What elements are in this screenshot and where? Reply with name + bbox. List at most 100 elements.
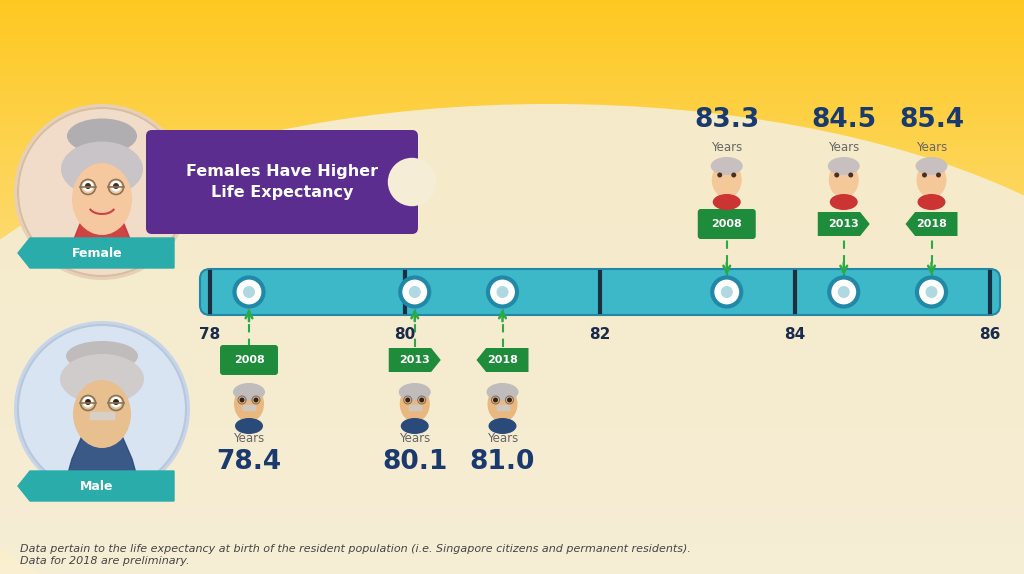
Bar (0, 452, 1024, 456)
Bar (0, 369, 1024, 373)
Text: Years: Years (711, 141, 742, 153)
Bar (0, 62, 1024, 66)
Bar (0, 88, 1024, 92)
Bar (0, 114, 1024, 118)
Bar (0, 297, 1024, 301)
Ellipse shape (60, 354, 144, 404)
Bar (0, 349, 1024, 353)
Bar (0, 266, 1024, 270)
Bar (0, 435, 1024, 439)
Bar (0, 570, 1024, 574)
Bar (0, 504, 1024, 508)
Circle shape (835, 173, 840, 177)
Text: Data pertain to the life expectancy at birth of the resident population (i.e. Si: Data pertain to the life expectancy at b… (20, 544, 691, 566)
Text: 84.5: 84.5 (811, 107, 877, 133)
Bar (0, 260, 1024, 264)
Ellipse shape (487, 386, 517, 422)
Bar (0, 226, 1024, 230)
Ellipse shape (713, 194, 740, 210)
Bar (0, 280, 1024, 284)
Circle shape (14, 321, 190, 497)
Circle shape (922, 173, 927, 177)
Bar (0, 300, 1024, 304)
Bar (0, 472, 1024, 476)
Circle shape (111, 180, 122, 192)
Circle shape (497, 286, 509, 298)
Bar (0, 515, 1024, 519)
Bar (0, 559, 1024, 563)
Bar (0, 421, 1024, 425)
Bar (0, 530, 1024, 534)
Bar (0, 197, 1024, 201)
Bar (0, 510, 1024, 514)
Polygon shape (818, 212, 869, 236)
Bar (0, 214, 1024, 218)
Circle shape (848, 173, 853, 177)
Ellipse shape (918, 194, 945, 210)
Text: 85.4: 85.4 (899, 107, 964, 133)
Circle shape (17, 107, 187, 277)
Bar (0, 395, 1024, 399)
Circle shape (240, 398, 245, 402)
Bar (0, 383, 1024, 387)
Bar (0, 478, 1024, 482)
Bar (0, 91, 1024, 95)
Bar (0, 561, 1024, 565)
Circle shape (717, 173, 722, 177)
Bar (0, 372, 1024, 376)
Bar (0, 567, 1024, 571)
Bar (0, 289, 1024, 293)
Bar (0, 286, 1024, 290)
Bar (0, 56, 1024, 60)
Bar (0, 145, 1024, 149)
Ellipse shape (829, 194, 858, 210)
Bar (0, 94, 1024, 98)
Bar (0, 111, 1024, 115)
Ellipse shape (66, 341, 138, 371)
Text: Females Have Higher
Life Expectancy: Females Have Higher Life Expectancy (186, 164, 378, 200)
Bar (0, 487, 1024, 491)
Text: Years: Years (399, 432, 430, 444)
Bar (0, 168, 1024, 172)
Circle shape (406, 398, 411, 402)
Bar (0, 194, 1024, 198)
Bar (0, 458, 1024, 462)
Bar (0, 444, 1024, 448)
Circle shape (18, 108, 186, 276)
Bar (0, 137, 1024, 141)
Text: 86: 86 (979, 327, 1000, 342)
Bar (0, 363, 1024, 367)
Bar (0, 51, 1024, 55)
Bar (0, 240, 1024, 244)
Bar (0, 449, 1024, 453)
Bar (0, 249, 1024, 253)
Bar (0, 142, 1024, 146)
Bar (0, 375, 1024, 379)
Ellipse shape (0, 104, 1024, 574)
Ellipse shape (712, 162, 741, 198)
Bar (0, 432, 1024, 436)
Bar (0, 220, 1024, 224)
Bar (0, 2, 1024, 6)
Bar (0, 346, 1024, 350)
Bar (0, 358, 1024, 362)
Bar (0, 82, 1024, 86)
Bar (0, 108, 1024, 112)
Circle shape (243, 286, 255, 298)
Bar (0, 5, 1024, 9)
Bar (0, 10, 1024, 14)
Circle shape (113, 399, 119, 405)
Bar (0, 283, 1024, 287)
FancyBboxPatch shape (220, 345, 278, 375)
Circle shape (18, 325, 186, 493)
Bar (0, 438, 1024, 442)
Bar (0, 234, 1024, 238)
Ellipse shape (67, 118, 137, 153)
Text: Female: Female (72, 246, 122, 259)
Bar (0, 498, 1024, 502)
Text: Years: Years (486, 432, 518, 444)
Bar (0, 263, 1024, 267)
Ellipse shape (915, 157, 947, 175)
Bar (0, 294, 1024, 298)
Bar (0, 42, 1024, 46)
